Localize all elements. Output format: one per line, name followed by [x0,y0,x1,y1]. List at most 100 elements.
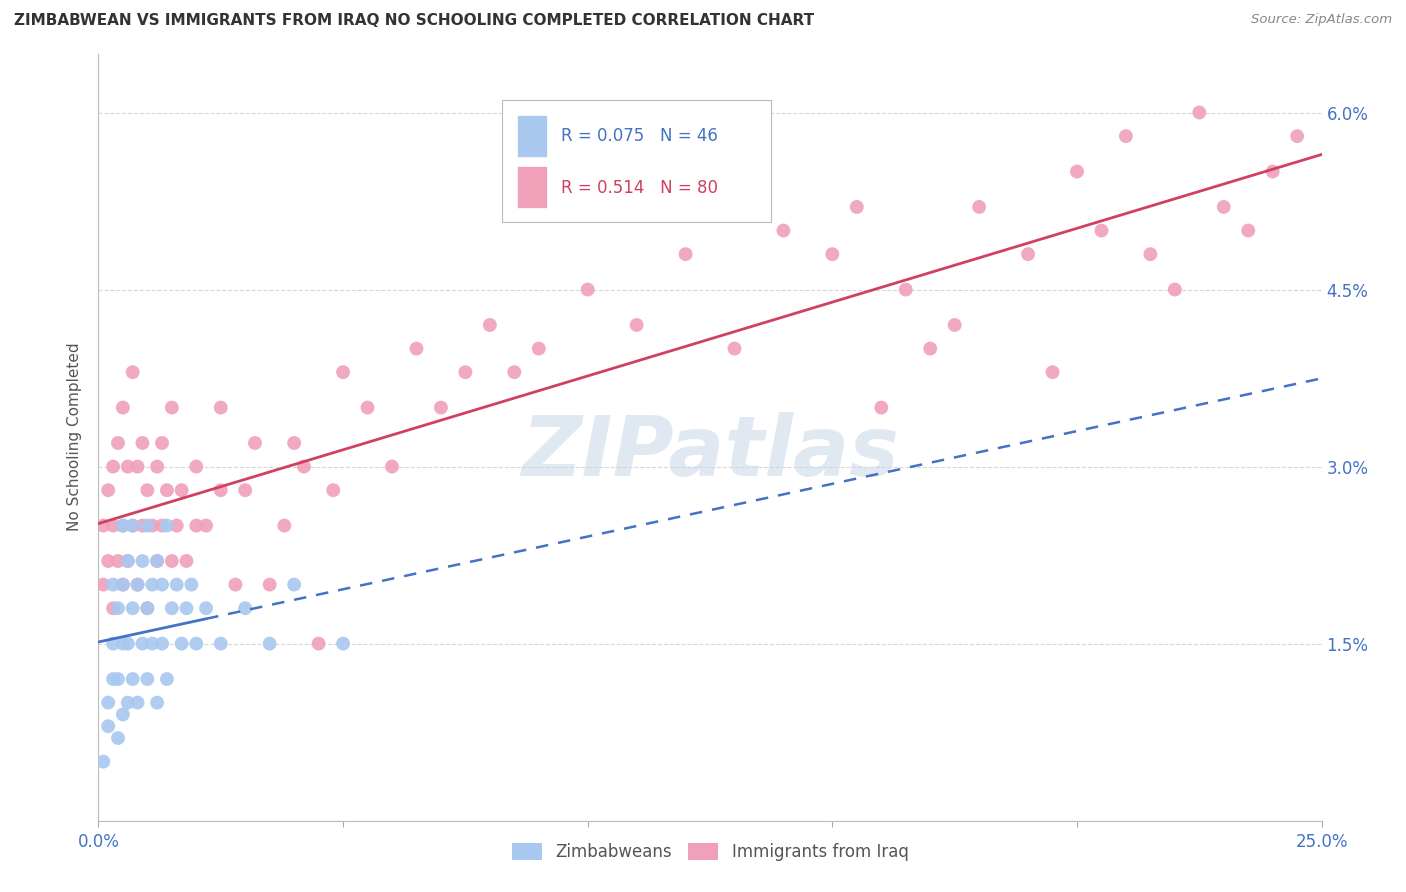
Point [136,672,159,686]
Point [1042,365,1064,379]
Point [243,436,266,450]
Point [233,483,256,498]
Point [478,318,501,332]
Point [1188,105,1211,120]
Point [121,518,143,533]
Point [273,518,295,533]
Point [136,601,159,615]
Point [209,483,232,498]
Point [920,342,942,356]
Point [131,637,153,651]
Point [224,577,246,591]
Point [127,459,149,474]
Point [180,577,202,591]
Point [1017,247,1039,261]
Point [97,719,120,733]
Point [101,577,124,591]
Point [107,601,129,615]
Point [150,436,173,450]
Point [146,554,169,568]
Point [576,283,599,297]
Point [527,342,550,356]
Point [121,601,143,615]
Point [131,554,153,568]
Point [166,518,188,533]
Point [97,554,120,568]
Point [332,637,354,651]
Point [308,637,330,651]
Point [127,577,149,591]
Point [141,637,163,651]
Point [146,554,169,568]
Point [150,637,173,651]
Point [107,731,129,745]
Point [101,672,124,686]
Point [821,247,844,261]
Point [111,518,134,533]
Text: ZIMBABWEAN VS IMMIGRANTS FROM IRAQ NO SCHOOLING COMPLETED CORRELATION CHART: ZIMBABWEAN VS IMMIGRANTS FROM IRAQ NO SC… [14,13,814,29]
Point [91,755,114,769]
Point [141,577,163,591]
Point [186,637,208,651]
Point [1286,129,1309,144]
Point [156,518,179,533]
Point [870,401,893,415]
Point [1090,223,1112,237]
Point [322,483,344,498]
Point [283,577,305,591]
Point [111,577,134,591]
Point [121,365,143,379]
Point [117,459,139,474]
Point [233,601,256,615]
Point [772,223,794,237]
Point [91,577,114,591]
Text: R = 0.514   N = 80: R = 0.514 N = 80 [561,178,718,197]
Point [121,518,143,533]
Point [381,459,404,474]
Point [107,672,129,686]
Point [131,436,153,450]
Point [141,518,163,533]
Point [156,483,179,498]
Point [259,577,281,591]
Point [1164,283,1187,297]
Point [160,401,183,415]
Point [195,601,218,615]
Point [136,601,159,615]
Point [943,318,966,332]
Point [195,518,218,533]
Point [150,577,173,591]
Point [111,577,134,591]
Point [170,483,193,498]
Point [356,401,378,415]
Text: R = 0.075   N = 46: R = 0.075 N = 46 [561,128,717,145]
Point [160,554,183,568]
Text: Source: ZipAtlas.com: Source: ZipAtlas.com [1251,13,1392,27]
Point [111,518,134,533]
Point [101,637,124,651]
Point [150,518,173,533]
Point [101,601,124,615]
Point [1115,129,1137,144]
Point [186,518,208,533]
Point [209,401,232,415]
Point [101,518,124,533]
Point [405,342,427,356]
Point [675,247,697,261]
Point [136,483,159,498]
FancyBboxPatch shape [502,100,772,222]
Point [283,436,305,450]
Point [723,342,745,356]
Point [97,696,120,710]
Point [131,518,153,533]
Point [186,459,208,474]
Point [107,436,129,450]
Point [127,577,149,591]
Point [894,283,917,297]
Point [111,401,134,415]
Point [430,401,453,415]
Point [97,483,120,498]
Point [176,554,198,568]
Point [117,696,139,710]
Point [176,601,198,615]
